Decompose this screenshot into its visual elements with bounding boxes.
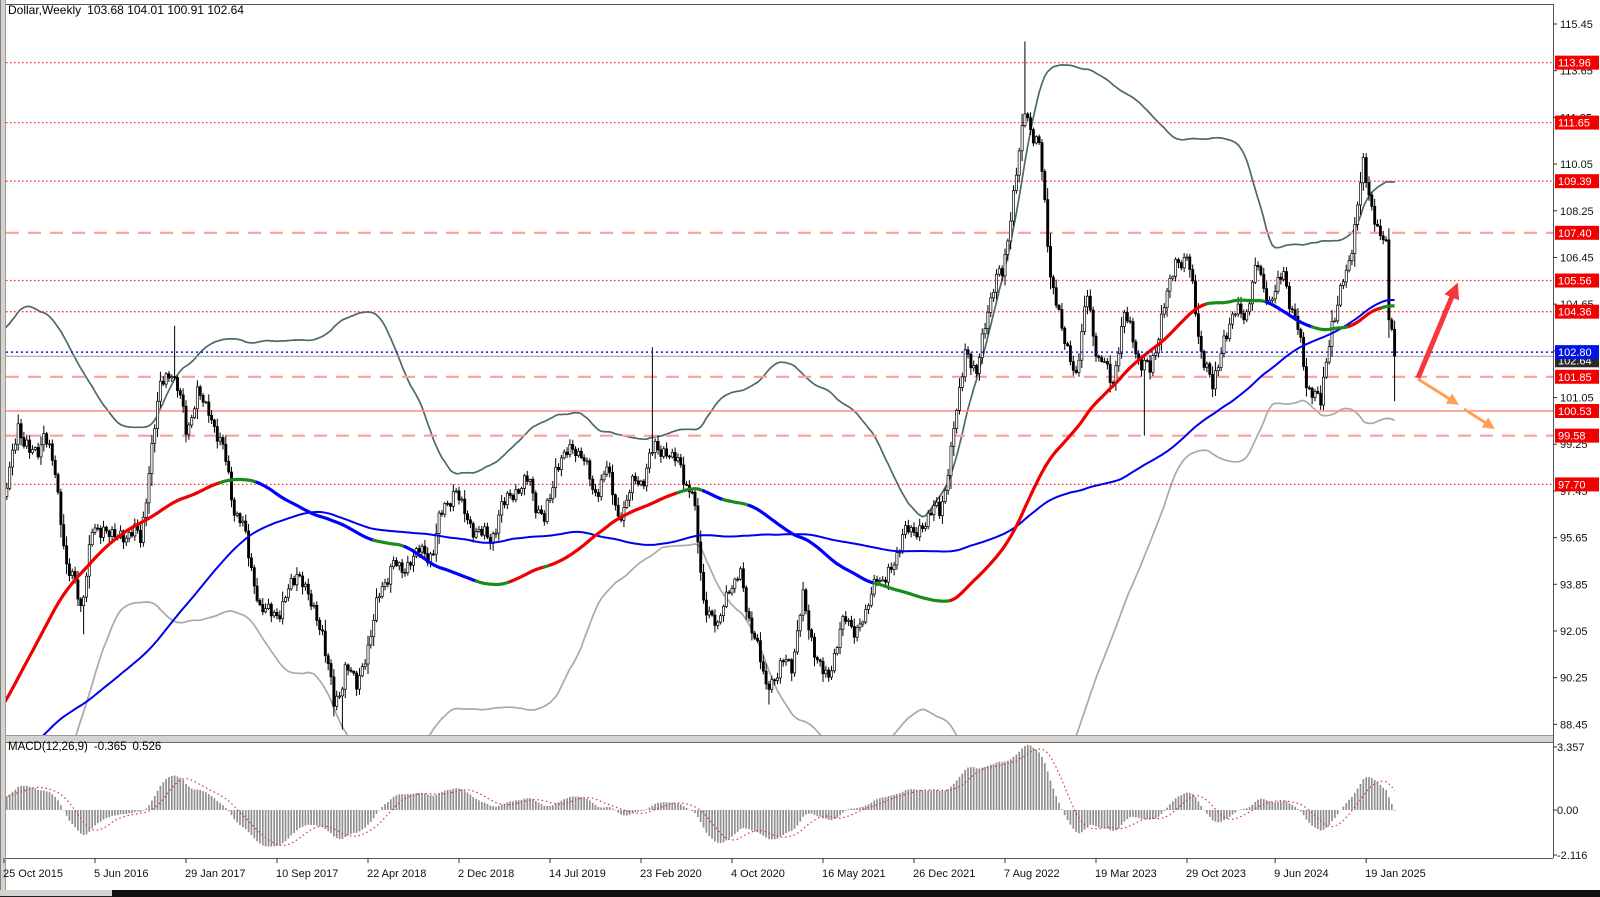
macd-axis[interactable]: 3.357 0.00 -2.116 — [1553, 742, 1587, 862]
fast-ma-segment[interactable] — [372, 538, 407, 549]
fast-ma-segment[interactable] — [508, 565, 546, 584]
time-axis-label: 14 Jul 2019 — [549, 868, 606, 880]
price-axis-label: 110.05 — [1560, 159, 1593, 171]
level-price-tag — [1555, 225, 1599, 240]
macd-axis-label: 0.00 — [1557, 805, 1578, 817]
level-price-tag — [1555, 273, 1599, 288]
svg-text:109.39: 109.39 — [1558, 176, 1592, 188]
time-axis-label: 23 Feb 2020 — [640, 868, 702, 880]
svg-text:99.58: 99.58 — [1558, 431, 1586, 443]
price-axis-label: 106.45 — [1560, 252, 1594, 264]
fast-ma-segment[interactable] — [255, 480, 376, 542]
fast-ma-segment[interactable] — [676, 487, 706, 495]
macd-indicator-title: MACD(12,26,9) -0.365 0.526 — [8, 741, 161, 753]
price-axis-label: 92.05 — [1560, 626, 1588, 638]
upper-band-line — [6, 64, 1395, 518]
fast-ma-segment[interactable] — [747, 503, 876, 585]
fast-ma-segment[interactable] — [548, 491, 680, 567]
chart-symbol-period: Dollar,Weekly — [8, 3, 82, 17]
time-axis-label: 7 Aug 2022 — [1004, 868, 1060, 880]
svg-text:97.70: 97.70 — [1558, 479, 1586, 491]
fast-ma-segment[interactable] — [949, 302, 1209, 602]
time-axis-label: 26 Dec 2021 — [913, 868, 975, 880]
price-tags: 102.64113.96111.65109.39107.40105.56104.… — [1555, 55, 1599, 492]
fast-ma-segment[interactable] — [474, 579, 512, 587]
svg-text:104.36: 104.36 — [1558, 307, 1592, 319]
time-axis-label: 10 Sep 2017 — [276, 868, 338, 880]
macd-signal-value: 0.526 — [132, 741, 162, 753]
slow-ma-line[interactable] — [4, 299, 1395, 777]
lower-band-line — [75, 399, 1396, 735]
svg-text:102.80: 102.80 — [1558, 347, 1592, 359]
price-axis-label: 88.45 — [1560, 719, 1588, 731]
fast-ma-segment[interactable] — [1379, 304, 1395, 310]
macd-axis-label: -2.116 — [1557, 850, 1587, 862]
projection-up-red[interactable] — [1415, 282, 1460, 379]
macd-label: MACD(12,26,9) — [8, 741, 88, 753]
macd-axis-label: 3.357 — [1557, 742, 1585, 754]
svg-text:107.40: 107.40 — [1558, 228, 1592, 240]
level-price-tag — [1555, 115, 1599, 130]
price-axis-label: 90.25 — [1560, 673, 1588, 685]
svg-text:111.65: 111.65 — [1558, 118, 1590, 130]
level-price-tag — [1555, 55, 1599, 70]
level-price-tag — [1555, 304, 1599, 319]
fast-ma-segment[interactable] — [403, 545, 478, 583]
time-axis-label: 9 Jun 2024 — [1274, 868, 1328, 880]
time-axis-label: 19 Mar 2023 — [1095, 868, 1157, 880]
projection-down-orange[interactable] — [1417, 377, 1460, 405]
pane-splitter[interactable] — [6, 735, 1553, 743]
time-axis-label: 19 Jan 2025 — [1365, 868, 1426, 880]
price-axis-label: 95.65 — [1560, 533, 1588, 545]
time-axis[interactable]: 25 Oct 2015 5 Jun 2016 29 Jan 2017 10 Sep 2… — [3, 858, 1426, 880]
level-price-tag — [1555, 477, 1599, 492]
price-axis-label: 101.05 — [1560, 393, 1594, 405]
fast-ma-segment[interactable] — [218, 477, 259, 485]
level-price-tag — [1555, 369, 1599, 384]
price-axis-label: 93.85 — [1560, 579, 1588, 591]
level-price-tag — [1555, 428, 1599, 443]
macd-main-value: -0.365 — [93, 741, 127, 753]
time-axis-label: 5 Jun 2016 — [94, 868, 148, 880]
macd-signal-line — [6, 748, 1396, 847]
level-price-tag — [1555, 174, 1599, 189]
time-axis-label: 29 Jan 2017 — [185, 868, 246, 880]
volatility-bands — [6, 64, 1396, 735]
current-price-tag — [1555, 345, 1599, 360]
projection-down-orange-2[interactable] — [1463, 407, 1496, 429]
svg-text:105.56: 105.56 — [1558, 276, 1592, 288]
chart-ohlc-readout: 103.68 104.01 100.91 102.64 — [87, 3, 244, 17]
fast-ma-segment[interactable] — [702, 489, 726, 502]
fast-ma-segment[interactable] — [872, 581, 953, 603]
fast-ma-segment[interactable] — [1265, 300, 1314, 329]
time-axis-label: 22 Apr 2018 — [367, 868, 426, 880]
macd-pane[interactable] — [4, 744, 1396, 847]
fast-ma-segment[interactable] — [4, 481, 222, 704]
time-axis-label: 4 Oct 2020 — [731, 868, 785, 880]
chart-title: Dollar,Weekly 103.68 104.01 100.91 102.64 — [8, 3, 244, 17]
time-axis-label: 16 May 2021 — [822, 868, 886, 880]
level-price-tag — [1555, 404, 1599, 419]
fast-ma-segment[interactable] — [721, 498, 751, 507]
svg-text:101.85: 101.85 — [1558, 372, 1592, 384]
fast-ma-segment[interactable] — [1205, 298, 1269, 306]
svg-text:113.96: 113.96 — [1558, 58, 1591, 70]
price-axis-label: 115.45 — [1560, 19, 1593, 31]
candlestick-series — [6, 41, 1397, 730]
time-axis-label: 25 Oct 2015 — [3, 868, 63, 880]
moving-averages — [4, 298, 1395, 777]
time-axis-label: 2 Dec 2018 — [458, 868, 514, 880]
fast-ma-segment[interactable] — [1310, 324, 1351, 332]
fast-ma-segment[interactable] — [1347, 306, 1382, 328]
svg-text:100.53: 100.53 — [1558, 406, 1592, 418]
price-axis-label: 108.25 — [1560, 206, 1594, 218]
support-resistance-levels — [6, 61, 1553, 486]
bottom-bar — [112, 890, 1600, 897]
time-axis-label: 29 Oct 2023 — [1186, 868, 1246, 880]
projection-arrows[interactable] — [1415, 282, 1496, 429]
